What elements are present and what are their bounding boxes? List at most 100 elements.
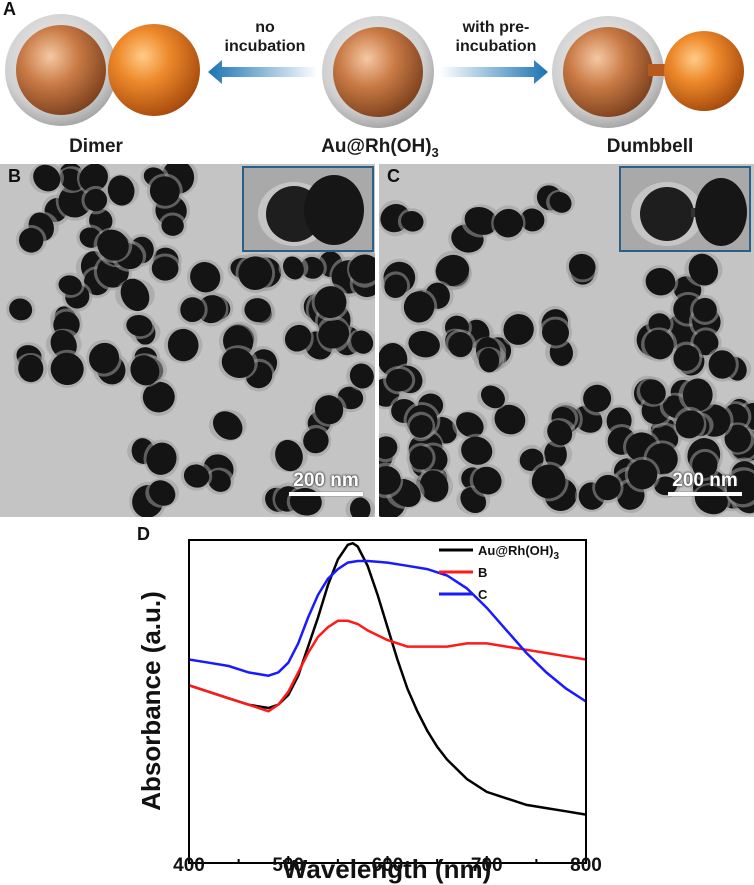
x-axis-label: Wavelength (nm) <box>283 854 491 884</box>
particle-core <box>379 466 401 495</box>
series-line-0 <box>188 541 587 816</box>
particle-core <box>190 262 221 293</box>
particle-core <box>456 412 484 438</box>
particle-core <box>688 253 719 286</box>
x-tick-label: 700 <box>471 855 503 876</box>
right-arrow-text: with pre- incubation <box>440 18 552 56</box>
particle-core <box>275 439 303 472</box>
chart-legend: Au@Rh(OH)3 BC <box>439 543 560 602</box>
particle-core <box>547 420 573 446</box>
particle-core <box>403 291 435 323</box>
particle-core <box>520 208 545 232</box>
particle-core <box>673 344 700 371</box>
particle-core <box>478 347 500 373</box>
right-arrow-text-line2: incubation <box>455 38 537 55</box>
particle-core <box>89 342 120 374</box>
center-label: Au@Rh(OH)3 <box>290 136 470 160</box>
center-label-sub: 3 <box>431 144 439 160</box>
particle-core <box>149 176 180 206</box>
tem-image-b: B 200 nm <box>0 164 375 517</box>
particle-core <box>97 229 129 261</box>
particle-core <box>120 278 150 312</box>
inset-dumbbell <box>619 166 751 252</box>
particle-core <box>351 330 374 354</box>
panel-b-label: B <box>4 166 25 187</box>
particle-core <box>645 267 676 296</box>
y-axis-label: Absorbance (a.u.) <box>136 591 166 811</box>
particle-core <box>349 497 371 517</box>
particle-core <box>708 350 736 379</box>
particle-core <box>675 410 704 439</box>
particle-core <box>130 355 160 386</box>
particle-core <box>58 183 93 218</box>
particle-core <box>386 368 413 392</box>
particle-core <box>448 332 473 358</box>
particle-core <box>419 470 449 502</box>
particle-core <box>244 298 272 323</box>
particle-core <box>379 436 398 460</box>
left-arrow <box>208 60 318 84</box>
panel-d-label: D <box>137 524 150 544</box>
orange-particle-left <box>108 24 200 116</box>
x-tick-label: 500 <box>272 855 304 876</box>
particle-core <box>183 464 210 488</box>
orange-particle-right <box>664 31 744 111</box>
dumbbell-illustration <box>552 16 744 128</box>
legend-label-1: B <box>478 565 487 580</box>
particle-core <box>583 384 612 413</box>
particle-core <box>84 188 108 212</box>
particle-core <box>180 297 205 323</box>
particle-core <box>314 395 344 425</box>
particle-core <box>318 319 350 349</box>
particle-core <box>435 254 470 287</box>
panel-a-label: A <box>3 0 16 19</box>
particle-core <box>409 445 433 470</box>
particle-core <box>126 315 153 337</box>
particle-core <box>464 206 498 235</box>
particle-core <box>384 274 408 299</box>
schematic-diagram <box>5 14 744 128</box>
particle-core <box>472 466 502 495</box>
legend-label-0: Au@Rh(OH)3 <box>478 543 560 562</box>
particle-core <box>284 324 312 352</box>
particle-core <box>107 175 135 206</box>
gold-core-right <box>563 27 653 117</box>
dimer-illustration <box>5 14 200 126</box>
particle-core <box>146 442 177 475</box>
legend-label-2: C <box>478 587 488 602</box>
particle-core <box>149 480 176 506</box>
panel-c-label: C <box>383 166 404 187</box>
scale-text-b: 200 nm <box>293 470 359 491</box>
particle-core <box>18 227 44 253</box>
series-line-2 <box>188 559 587 703</box>
scale-text-c: 200 nm <box>672 470 738 491</box>
particle-core <box>409 415 433 438</box>
particle-core <box>212 411 243 440</box>
absorbance-chart: 400 500 600 700 800 Wavelength (nm) Absorban… <box>136 539 602 884</box>
particle-core <box>568 253 596 280</box>
particle-core <box>640 379 666 405</box>
particle-core <box>400 211 424 232</box>
tem-particles-c <box>379 182 754 517</box>
particle-core <box>283 256 304 280</box>
gold-core-center <box>333 27 423 117</box>
particle-core <box>221 347 255 379</box>
x-tick-label: 400 <box>173 855 205 876</box>
scale-bar-c: 200 nm <box>659 470 751 496</box>
scale-bar-b: 200 nm <box>280 470 372 496</box>
particle-core <box>627 459 658 490</box>
x-tick-label: 800 <box>570 855 602 876</box>
scale-line-c <box>668 492 742 496</box>
particle-core <box>18 354 44 383</box>
left-arrow-text: no incubation <box>212 18 318 56</box>
dimer-label: Dimer <box>69 136 123 157</box>
center-label-main: Au@Rh(OH) <box>321 136 432 157</box>
particle-core <box>682 378 713 412</box>
tem-image-c: C 200 nm <box>379 164 754 517</box>
particle-core <box>79 164 108 193</box>
particle-core <box>544 440 567 468</box>
particle-core <box>595 474 621 501</box>
particle-core <box>654 476 678 496</box>
particle-core <box>349 363 374 389</box>
center-particle-illustration <box>322 16 434 128</box>
